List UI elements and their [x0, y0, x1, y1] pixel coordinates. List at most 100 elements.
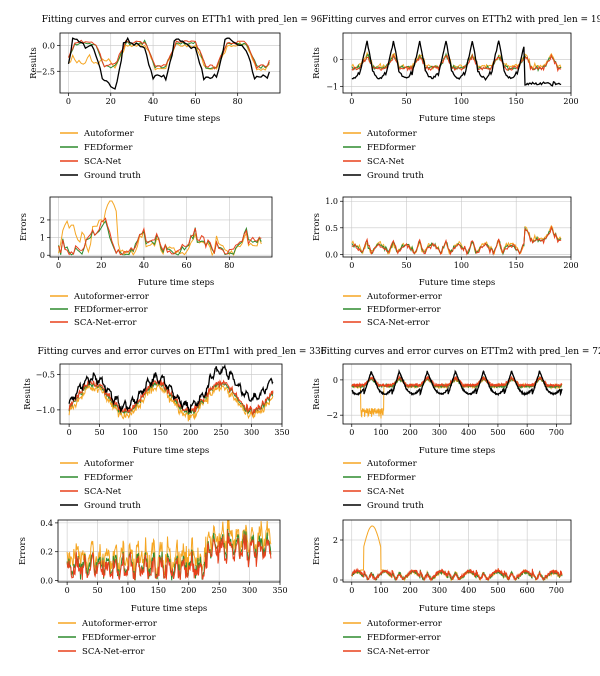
x-tick-label: 20	[106, 97, 116, 106]
chart-p1: 0 20 40 60 80 0.0 −2.5 Fitting curves and error…	[29, 15, 322, 181]
x-tick-label: 0	[66, 97, 71, 106]
y-axis-label: Errors	[312, 213, 322, 241]
chart-p8: 0 100 200 300 400 500 600 700 0 2 Future time step…	[312, 519, 572, 657]
y-tick-label: 0.0	[42, 41, 55, 50]
x-tick-label: 100	[120, 586, 135, 595]
y-tick-label: −2.5	[36, 67, 55, 76]
chart-title: Fitting curves and error curves on ETTm1…	[38, 347, 327, 357]
y-axis-label: Results	[312, 378, 322, 410]
y-tick-label: 0.4	[40, 519, 53, 528]
x-axis-label: Future time steps	[419, 446, 496, 456]
y-tick-label: 0.2	[40, 548, 53, 557]
x-tick-label: 0	[349, 586, 354, 595]
series-line-truth	[351, 40, 562, 87]
legend-label-fedformer: FEDformer	[367, 473, 416, 483]
chart-p7: 0 100 200 300 400 500 600 700 0 −2 Fitting curves …	[312, 347, 600, 511]
chart-title: Fitting curves and error curves on ETTh2…	[322, 15, 600, 25]
series-line-scanet	[58, 217, 262, 256]
y-tick-label: −2	[326, 411, 338, 420]
legend-label-fedformer: FEDformer-error	[367, 305, 442, 315]
legend-label-autoformer: Autoformer	[83, 459, 135, 469]
x-tick-label: 600	[520, 586, 535, 595]
x-tick-label: 20	[96, 261, 106, 270]
chart-p3: 0 50 100 150 200 0 −1 Fitting curves and error …	[312, 15, 600, 181]
x-tick-label: 200	[403, 428, 418, 437]
legend-label-fedformer: FEDformer	[367, 143, 416, 153]
legend-label-scanet: SCA-Net	[84, 487, 122, 497]
legend-label-scanet: SCA-Net-error	[367, 647, 430, 657]
x-axis-label: Future time steps	[419, 278, 496, 288]
x-axis-label: Future time steps	[131, 604, 208, 614]
x-axis-label: Future time steps	[133, 446, 210, 456]
x-tick-label: 200	[563, 261, 578, 270]
x-tick-label: 0	[349, 428, 354, 437]
legend-label-autoformer: Autoformer	[83, 129, 135, 139]
series-line-truth	[67, 36, 271, 90]
y-axis-label: Results	[29, 47, 39, 79]
x-tick-label: 60	[190, 97, 200, 106]
chart-title: Fitting curves and error curves on ETTh1…	[42, 15, 323, 25]
legend-label-autoformer: Autoformer-error	[81, 619, 158, 629]
x-tick-label: 400	[461, 586, 476, 595]
series-line-fedformer	[68, 380, 274, 416]
x-tick-label: 350	[274, 428, 289, 437]
x-axis-label: Future time steps	[419, 114, 496, 124]
x-tick-label: 50	[401, 97, 411, 106]
plot-frame	[342, 363, 572, 425]
y-axis-label: Errors	[312, 537, 322, 565]
chart-p2: 0 20 40 60 80 0 1 2 Future time steps Errors Autof…	[19, 196, 273, 328]
x-axis-label: Future time steps	[138, 278, 215, 288]
x-tick-label: 500	[490, 428, 505, 437]
x-tick-label: 300	[244, 428, 259, 437]
x-tick-label: 40	[139, 261, 149, 270]
legend-label-autoformer: Autoformer-error	[366, 619, 443, 629]
x-tick-label: 100	[373, 428, 388, 437]
x-tick-label: 200	[563, 97, 578, 106]
x-tick-label: 500	[490, 586, 505, 595]
x-tick-label: 0	[67, 428, 72, 437]
x-tick-label: 0	[65, 586, 70, 595]
series-line-scanet	[68, 379, 274, 417]
x-tick-label: 250	[214, 428, 229, 437]
legend-label-fedformer: FEDformer	[84, 143, 133, 153]
legend-label-scanet: SCA-Net-error	[367, 318, 430, 328]
legend-label-scanet: SCA-Net	[367, 157, 405, 167]
y-tick-label: 2	[333, 536, 338, 545]
x-tick-label: 0	[349, 261, 354, 270]
y-tick-label: 0.0	[325, 250, 338, 259]
x-tick-label: 600	[520, 428, 535, 437]
legend-label-scanet: SCA-Net-error	[82, 647, 145, 657]
y-tick-label: 0	[40, 251, 45, 260]
legend-label-truth: Ground truth	[84, 171, 141, 181]
legend-label-autoformer: Autoformer	[366, 459, 418, 469]
x-tick-label: 300	[242, 586, 257, 595]
y-tick-label: 1	[40, 234, 45, 243]
y-tick-label: 0.5	[325, 224, 338, 233]
x-tick-label: 200	[181, 586, 196, 595]
y-tick-label: 0	[333, 376, 338, 385]
x-tick-label: 350	[272, 586, 287, 595]
x-tick-label: 60	[182, 261, 192, 270]
series-line-scanet	[351, 374, 563, 389]
y-tick-label: −1.0	[36, 406, 55, 415]
series-line-autoformer	[351, 375, 563, 419]
x-tick-label: 80	[233, 97, 243, 106]
x-tick-label: 300	[432, 428, 447, 437]
plot-frame	[342, 196, 572, 258]
series-line-truth	[351, 368, 563, 397]
x-tick-label: 150	[153, 428, 168, 437]
x-tick-label: 80	[224, 261, 234, 270]
x-tick-label: 0	[56, 261, 61, 270]
x-tick-label: 250	[212, 586, 227, 595]
x-tick-label: 300	[432, 586, 447, 595]
legend-label-scanet: SCA-Net	[84, 157, 122, 167]
series-line-autoformer	[68, 382, 274, 422]
y-tick-label: 1.0	[325, 197, 338, 206]
series-line-scanet	[351, 225, 562, 256]
series-line-truth	[68, 364, 274, 414]
x-tick-label: 150	[509, 97, 524, 106]
series-line-fedformer	[66, 528, 272, 581]
plot-frame	[342, 519, 572, 583]
legend-label-fedformer: FEDformer	[84, 473, 133, 483]
legend-label-autoformer: Autoformer	[366, 129, 418, 139]
